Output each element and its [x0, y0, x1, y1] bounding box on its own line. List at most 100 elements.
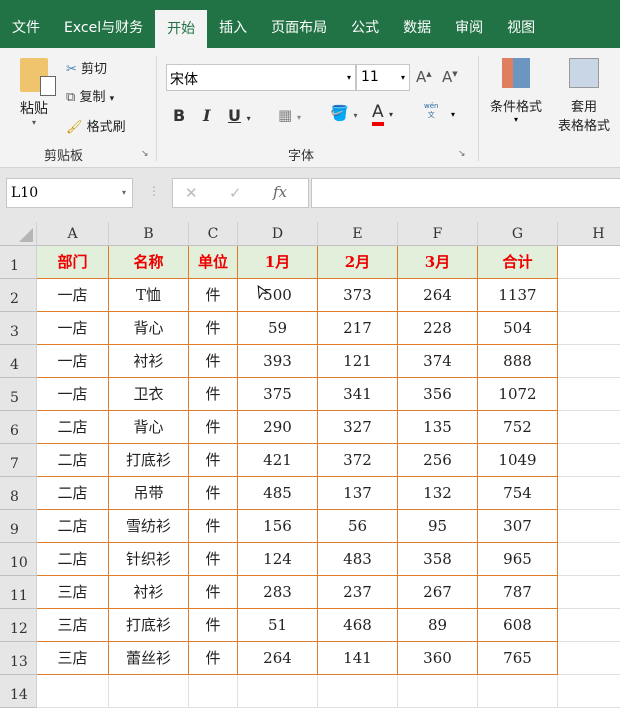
table-cell[interactable]: 二店 [37, 411, 109, 444]
header-cell[interactable]: 名称 [109, 246, 189, 279]
table-cell[interactable]: 121 [318, 345, 398, 378]
italic-button[interactable]: I [203, 106, 211, 125]
format-as-table-button[interactable]: 套用 表格格式 [548, 58, 620, 134]
tab-6[interactable]: 数据 [403, 20, 432, 36]
table-cell[interactable]: 228 [398, 312, 478, 345]
table-cell[interactable]: 483 [318, 543, 398, 576]
empty-cell[interactable] [37, 675, 109, 708]
table-cell[interactable]: 背心 [109, 312, 189, 345]
table-cell[interactable]: 965 [478, 543, 558, 576]
table-cell[interactable]: 468 [318, 609, 398, 642]
table-cell[interactable]: 51 [238, 609, 318, 642]
format-painter-button[interactable]: 🖌 格式刷 [66, 116, 126, 135]
table-cell[interactable]: 一店 [37, 378, 109, 411]
phonetic-button[interactable]: wén 文 [424, 102, 439, 119]
table-cell[interactable]: 360 [398, 642, 478, 675]
table-cell[interactable]: 打底衫 [109, 609, 189, 642]
table-cell[interactable]: 件 [189, 543, 238, 576]
table-cell[interactable]: 888 [478, 345, 558, 378]
table-cell[interactable]: 二店 [37, 444, 109, 477]
tab-7[interactable]: 审阅 [455, 20, 484, 36]
table-cell[interactable]: 327 [318, 411, 398, 444]
table-cell[interactable]: 341 [318, 378, 398, 411]
table-cell[interactable]: 141 [318, 642, 398, 675]
table-cell[interactable]: 156 [238, 510, 318, 543]
table-cell[interactable]: 件 [189, 510, 238, 543]
table-cell[interactable]: 307 [478, 510, 558, 543]
tab-8[interactable]: 视图 [507, 20, 536, 36]
table-cell[interactable]: 一店 [37, 279, 109, 312]
font-launcher-icon[interactable]: ↘ [458, 149, 466, 159]
tab-3[interactable]: 插入 [219, 20, 248, 36]
table-cell[interactable]: 787 [478, 576, 558, 609]
font-color-button[interactable]: A ▾ [372, 102, 393, 126]
table-cell[interactable]: 59 [238, 312, 318, 345]
table-cell[interactable]: 件 [189, 279, 238, 312]
table-cell[interactable]: 356 [398, 378, 478, 411]
tab-1[interactable]: Excel与财务 [64, 20, 144, 36]
table-cell[interactable]: 衬衫 [109, 345, 189, 378]
table-cell[interactable]: 三店 [37, 642, 109, 675]
table-cell[interactable]: 件 [189, 477, 238, 510]
table-cell[interactable]: 二店 [37, 477, 109, 510]
table-cell[interactable]: 三店 [37, 576, 109, 609]
table-cell[interactable]: 1072 [478, 378, 558, 411]
bold-button[interactable]: B [173, 106, 186, 125]
table-cell[interactable]: 件 [189, 444, 238, 477]
table-cell[interactable]: 290 [238, 411, 318, 444]
table-cell[interactable]: 件 [189, 576, 238, 609]
font-size-select[interactable]: 11 ▾ [356, 64, 410, 91]
font-name-select[interactable]: 宋体 ▾ [166, 64, 356, 91]
table-cell[interactable]: 124 [238, 543, 318, 576]
table-cell[interactable]: 283 [238, 576, 318, 609]
header-cell[interactable]: 1月 [238, 246, 318, 279]
empty-cell[interactable] [398, 675, 478, 708]
table-cell[interactable]: 217 [318, 312, 398, 345]
table-cell[interactable]: 一店 [37, 312, 109, 345]
table-cell[interactable]: 135 [398, 411, 478, 444]
table-cell[interactable]: 237 [318, 576, 398, 609]
table-cell[interactable]: 件 [189, 345, 238, 378]
table-cell[interactable]: 264 [398, 279, 478, 312]
header-cell[interactable]: 合计 [478, 246, 558, 279]
table-cell[interactable]: 374 [398, 345, 478, 378]
table-cell[interactable]: 504 [478, 312, 558, 345]
column-header-E[interactable]: E [318, 222, 398, 246]
empty-cell[interactable] [558, 312, 620, 345]
table-cell[interactable]: 256 [398, 444, 478, 477]
formula-input[interactable] [311, 178, 620, 208]
empty-cell[interactable] [189, 675, 238, 708]
empty-cell[interactable] [109, 675, 189, 708]
table-cell[interactable]: 358 [398, 543, 478, 576]
table-cell[interactable]: 393 [238, 345, 318, 378]
table-cell[interactable]: 三店 [37, 609, 109, 642]
table-cell[interactable]: 一店 [37, 345, 109, 378]
empty-cell[interactable] [558, 543, 620, 576]
row-header-7[interactable]: 7 [0, 444, 37, 477]
row-header-4[interactable]: 4 [0, 345, 37, 378]
enter-icon[interactable]: ✓ [229, 184, 242, 202]
table-cell[interactable]: 件 [189, 411, 238, 444]
column-header-F[interactable]: F [398, 222, 478, 246]
copy-button[interactable]: ⧉ 复制 ▾ [66, 90, 115, 105]
empty-cell[interactable] [558, 378, 620, 411]
table-cell[interactable]: 264 [238, 642, 318, 675]
tab-0[interactable]: 文件 [12, 20, 40, 36]
table-cell[interactable]: 二店 [37, 510, 109, 543]
table-cell[interactable]: 89 [398, 609, 478, 642]
table-cell[interactable]: 754 [478, 477, 558, 510]
borders-button[interactable]: ▦ ▾ [278, 106, 301, 124]
empty-cell[interactable] [558, 444, 620, 477]
empty-cell[interactable] [478, 675, 558, 708]
conditional-format-button[interactable]: 条件格式 ▾ [484, 58, 548, 124]
empty-cell[interactable] [558, 576, 620, 609]
decrease-font-icon[interactable]: A▼ [442, 68, 458, 86]
increase-font-icon[interactable]: A▲ [416, 68, 432, 86]
row-header-12[interactable]: 12 [0, 609, 37, 642]
row-header-11[interactable]: 11 [0, 576, 37, 609]
row-header-3[interactable]: 3 [0, 312, 37, 345]
clipboard-launcher-icon[interactable]: ↘ [141, 149, 149, 159]
table-cell[interactable]: 421 [238, 444, 318, 477]
table-cell[interactable]: 752 [478, 411, 558, 444]
row-header-2[interactable]: 2 [0, 279, 37, 312]
